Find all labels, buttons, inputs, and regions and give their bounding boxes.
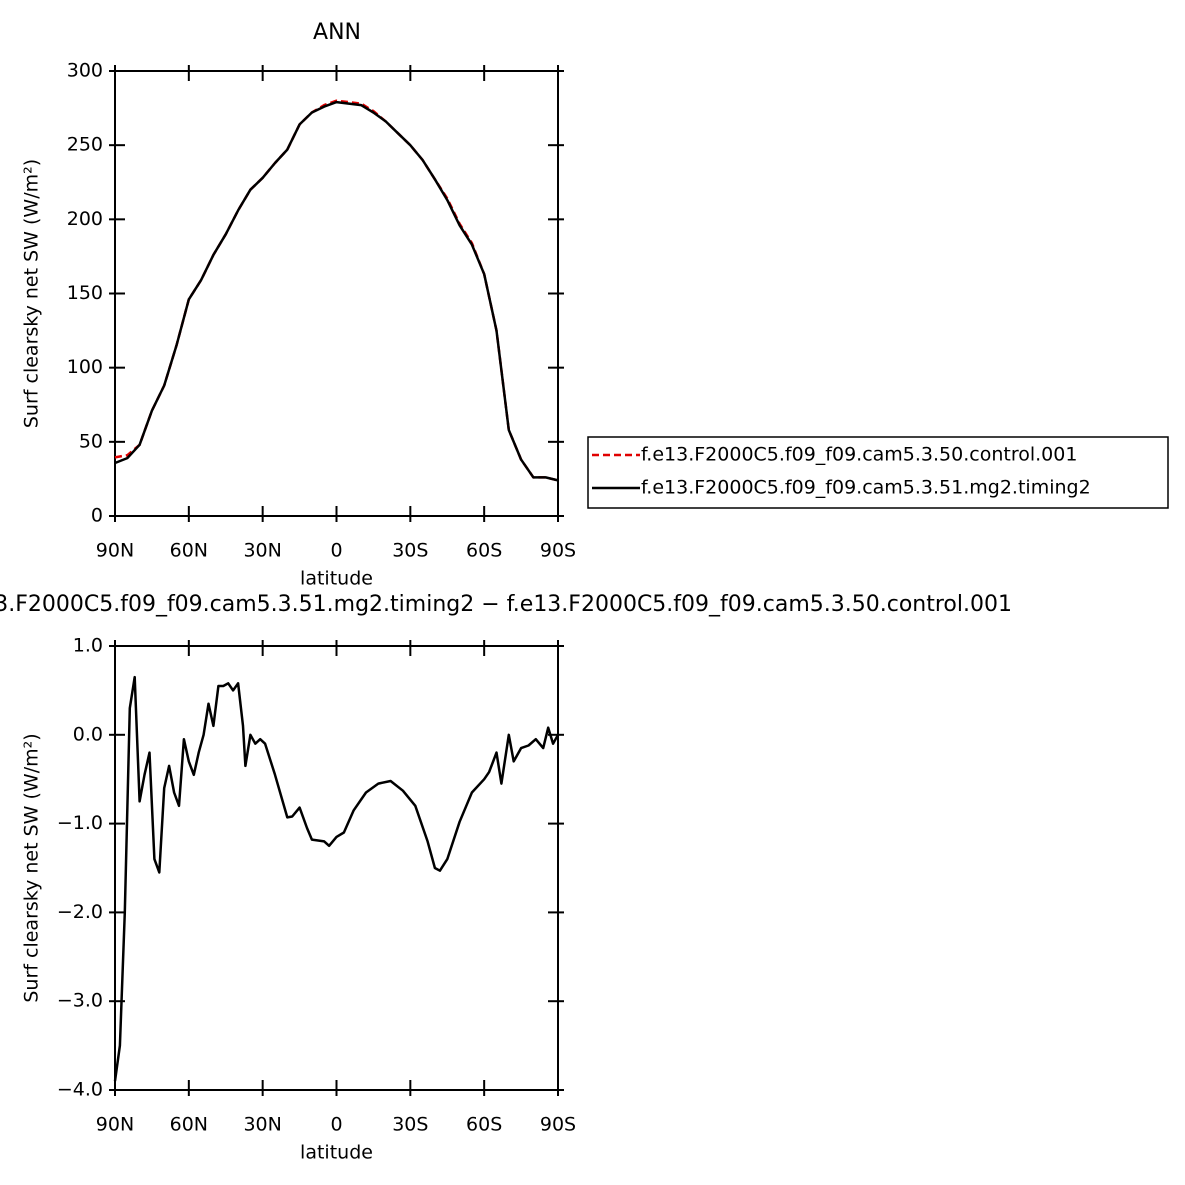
- chart-title: f.e13.F2000C5.f09_f09.cam5.3.51.mg2.timi…: [0, 592, 1012, 617]
- y-tick-label: 200: [67, 208, 103, 230]
- y-tick-label: 1.0: [73, 635, 103, 657]
- x-tick-label: 60S: [466, 540, 502, 562]
- x-tick-label: 60S: [466, 1114, 502, 1136]
- y-tick-label: −2.0: [57, 901, 103, 923]
- plot-frame: [114, 645, 559, 1091]
- y-tick-label: 0: [91, 505, 103, 527]
- y-axis-label: Surf clearsky net SW (W/m²): [21, 733, 43, 1002]
- x-tick-label: 0: [330, 1114, 342, 1136]
- x-tick-label: 0: [330, 540, 342, 562]
- legend-label: f.e13.F2000C5.f09_f09.cam5.3.51.mg2.timi…: [641, 477, 1091, 499]
- y-tick-label: 0.0: [73, 723, 103, 745]
- x-axis-label: latitude: [300, 568, 373, 590]
- x-tick-label: 60N: [170, 540, 208, 562]
- y-tick-label: 50: [79, 430, 103, 452]
- x-tick-label: 30S: [392, 1114, 428, 1136]
- y-tick-label: −1.0: [57, 812, 103, 834]
- y-tick-label: 150: [67, 282, 103, 304]
- x-tick-label: 90S: [540, 1114, 576, 1136]
- x-tick-label: 90N: [96, 540, 134, 562]
- plot-frame: [114, 70, 559, 517]
- y-tick-label: 250: [67, 134, 103, 156]
- x-tick-label: 30S: [392, 540, 428, 562]
- legend-box: [587, 436, 1169, 509]
- data-line: [114, 99, 559, 482]
- y-tick-label: 300: [67, 60, 103, 82]
- data-line: [113, 675, 560, 1082]
- x-tick-label: 90S: [540, 540, 576, 562]
- x-tick-label: 90N: [96, 1114, 134, 1136]
- y-tick-label: 100: [67, 356, 103, 378]
- y-axis-label: Surf clearsky net SW (W/m²): [21, 159, 43, 428]
- x-tick-label: 30N: [243, 540, 281, 562]
- data-line: [114, 100, 559, 482]
- x-tick-label: 60N: [170, 1114, 208, 1136]
- x-tick-label: 30N: [243, 1114, 281, 1136]
- legend-label: f.e13.F2000C5.f09_f09.cam5.3.50.control.…: [641, 444, 1077, 466]
- y-tick-label: −3.0: [57, 990, 103, 1012]
- x-axis-label: latitude: [300, 1142, 373, 1164]
- chart-title: ANN: [313, 20, 361, 45]
- y-tick-label: −4.0: [57, 1079, 103, 1101]
